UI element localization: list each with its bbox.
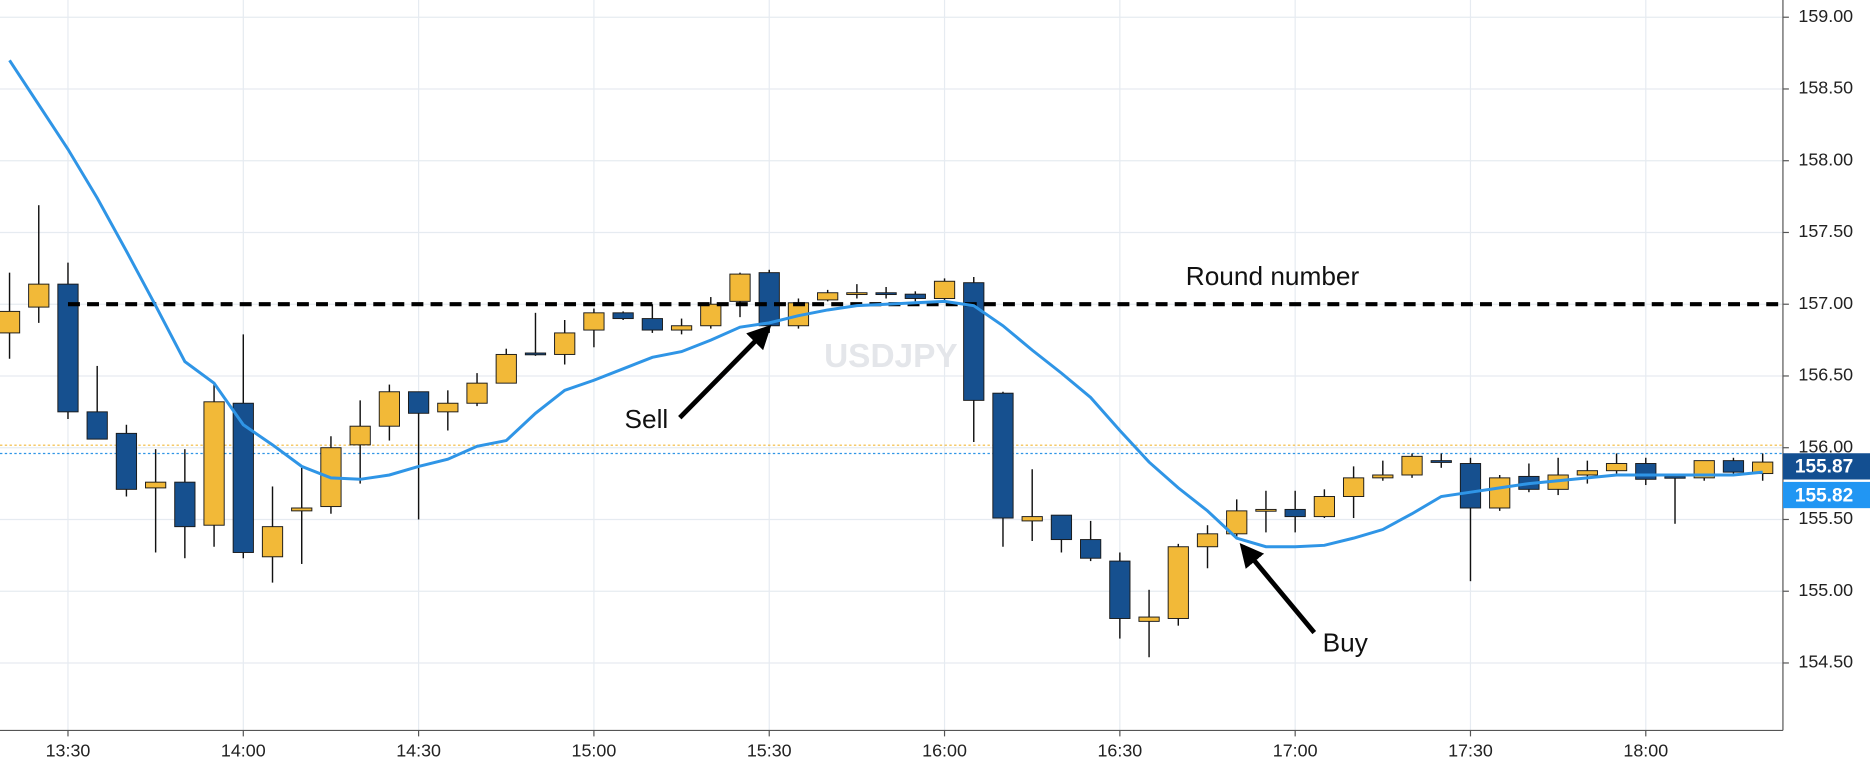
x-tick-label: 13:30: [46, 741, 91, 761]
candle-body: [1167, 546, 1189, 619]
candle-body: [466, 382, 488, 404]
candle-body: [378, 391, 400, 427]
candle-body: [1342, 477, 1365, 497]
annotation: Buy: [1323, 627, 1369, 657]
candle-body: [729, 273, 751, 302]
x-tick-label: 14:00: [221, 741, 266, 761]
candle-body: [1576, 470, 1598, 476]
candle-body: [1109, 560, 1131, 619]
candle-body: [524, 352, 547, 356]
annotation: Sell: [625, 404, 669, 434]
x-tick-label: 15:30: [747, 741, 792, 761]
price-label-box: [1782, 453, 1870, 480]
overlay: [8, 59, 1783, 549]
x-tick-label: 17:30: [1448, 741, 1493, 761]
x-tick-label: 16:30: [1097, 741, 1142, 761]
candle-body: [1050, 514, 1073, 541]
axes: 154.50 155.00 155.50 156.00 156.50 157.00 157.…: [46, 6, 1870, 761]
candles: [0, 205, 1774, 658]
candle-body: [0, 310, 21, 334]
y-tick-label: 157.00: [1798, 293, 1853, 313]
candle-body: [1284, 508, 1306, 518]
y-tick-label: 159.00: [1798, 6, 1853, 26]
y-tick-label: 155.00: [1798, 580, 1853, 600]
y-tick-label: 158.50: [1798, 78, 1853, 98]
x-tick-label: 17:00: [1273, 741, 1318, 761]
candle-body: [261, 526, 284, 558]
candle-body: [1430, 460, 1452, 463]
y-tick-label: 155.50: [1798, 508, 1853, 528]
candle-body: [232, 402, 254, 553]
candle-body: [846, 292, 868, 296]
price-label: 155.87: [1795, 457, 1853, 478]
candle-body: [1138, 616, 1160, 622]
candle-body: [291, 507, 313, 512]
candle-body: [57, 283, 79, 413]
x-tick-label: 14:30: [396, 741, 441, 761]
candle-body: [904, 293, 926, 299]
candle-body: [1459, 463, 1482, 509]
candle-body: [700, 303, 722, 327]
candle-body: [28, 283, 50, 308]
x-tick-label: 16:00: [922, 741, 967, 761]
candle-body: [1080, 539, 1102, 559]
candle-body: [963, 282, 985, 401]
y-tick-label: 156.00: [1798, 436, 1853, 456]
arrow: [1239, 542, 1317, 635]
candle-body: [992, 392, 1014, 519]
candle-body: [203, 401, 225, 526]
candle-body: [1401, 455, 1423, 476]
watermark: USDJPY: [824, 338, 958, 375]
candle-body: [933, 280, 956, 299]
moving-average: [8, 59, 1763, 549]
candle-body: [349, 425, 371, 446]
candle-body: [1226, 510, 1248, 535]
x-tick-label: 15:00: [572, 741, 617, 761]
candle-body: [554, 332, 576, 355]
candle-body: [1255, 508, 1277, 512]
candle-body: [875, 292, 897, 296]
candle-body: [612, 312, 634, 320]
arrow: [678, 324, 772, 420]
price-label: 155.82: [1795, 485, 1853, 506]
candle-body: [670, 325, 693, 331]
y-tick-label: 157.50: [1798, 221, 1853, 241]
candle-body: [145, 481, 167, 489]
candle-body: [1489, 477, 1511, 509]
candle-body: [1722, 460, 1745, 473]
y-tick-label: 158.00: [1798, 149, 1853, 169]
candle-body: [758, 272, 780, 327]
y-tick-label: 156.50: [1798, 365, 1853, 385]
x-tick-label: 18:00: [1623, 741, 1668, 761]
y-tick-label: 154.50: [1798, 652, 1853, 672]
candle-body: [817, 292, 839, 301]
price-label-box: [1782, 481, 1870, 509]
candle-body: [1635, 463, 1657, 480]
candle-body: [1313, 496, 1335, 518]
candle-body: [1664, 475, 1686, 479]
candle-body: [407, 391, 430, 414]
candle-body: [115, 432, 138, 490]
candle-body: [641, 318, 663, 331]
candle-body: [437, 402, 459, 413]
candle-body: [86, 411, 108, 440]
candle-body: [1021, 516, 1043, 522]
candle-body: [1372, 474, 1394, 479]
candle-body: [495, 353, 517, 384]
annotation: Round number: [1186, 261, 1360, 291]
candle-body: [583, 312, 605, 331]
candle-body: [1196, 533, 1219, 548]
candle-body: [174, 481, 196, 528]
candle-body: [1605, 463, 1628, 472]
